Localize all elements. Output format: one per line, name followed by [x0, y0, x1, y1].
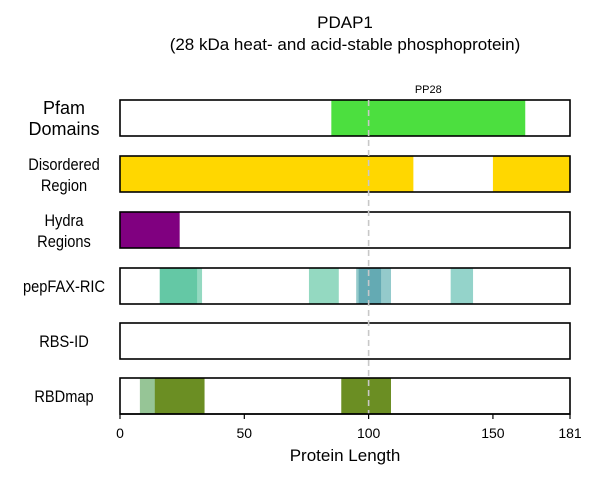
track-label: pepFAX-RIC: [23, 278, 105, 296]
track-segment: [331, 100, 526, 136]
chart-title: PDAP1: [317, 13, 373, 32]
x-axis-label: Protein Length: [290, 446, 401, 465]
track-segment: [358, 268, 382, 304]
track-border: [119, 211, 571, 249]
track-segment: [159, 268, 198, 304]
track-segment: [120, 156, 414, 192]
x-tick-label: 0: [116, 425, 124, 441]
track-segment: [120, 212, 180, 248]
track-label: RBS-ID: [39, 333, 89, 351]
x-tick-label: 150: [481, 425, 505, 441]
track-row: pepFAX-RIC: [23, 267, 571, 305]
track-border: [119, 99, 571, 137]
track-label: RBDmap: [34, 388, 93, 406]
track-segment: [450, 268, 474, 304]
track-border: [119, 155, 571, 193]
track-segment: [492, 156, 570, 192]
x-tick-label: 100: [357, 425, 381, 441]
track-segment: [154, 378, 205, 414]
track-segment: [308, 268, 339, 304]
track-label: Disordered: [28, 156, 99, 174]
track-border: [119, 322, 571, 360]
track-label: Pfam: [43, 98, 85, 118]
track-label: Region: [41, 177, 87, 195]
x-axis: 0 50 100 150 181: [116, 413, 582, 441]
track-row: RBDmap: [34, 377, 571, 415]
x-tick-label: 181: [558, 425, 582, 441]
track-border: [119, 267, 571, 305]
track-label: Hydra: [45, 212, 84, 230]
track-row: RBS-ID: [39, 322, 571, 360]
track-row: Disordered Region: [28, 155, 571, 195]
track-label: Domains: [28, 119, 99, 139]
track-row: Hydra Regions: [37, 211, 571, 251]
x-tick-label: 50: [237, 425, 253, 441]
track-segment: [341, 378, 391, 414]
segment-label: PP28: [415, 84, 442, 96]
chart-subtitle: (28 kDa heat- and acid-stable phosphopro…: [170, 35, 521, 54]
track-label: Regions: [37, 233, 91, 251]
